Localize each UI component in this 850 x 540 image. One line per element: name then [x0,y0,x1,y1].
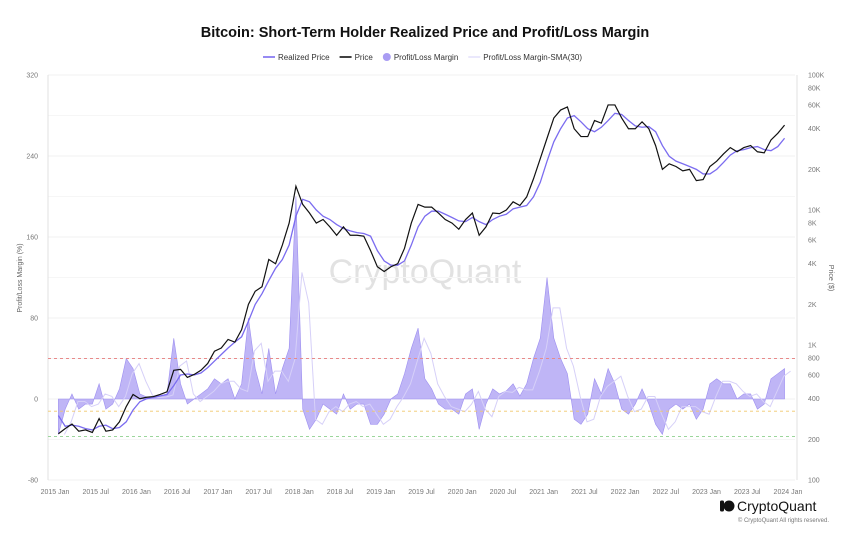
x-tick-label: 2021 Jan [529,489,558,496]
brand-logo: CryptoQuant [720,498,816,514]
x-tick-label: 2021 Jul [571,489,598,496]
right-tick-label: 100K [808,73,825,80]
price-line [58,104,786,435]
chart-title: Bitcoin: Short-Term Holder Realized Pric… [201,25,650,41]
plot-area [48,104,795,437]
x-tick-label: 2020 Jul [490,489,517,496]
left-tick-label: 80 [30,316,38,323]
right-tick-label: 40K [808,126,821,133]
x-tick-label: 2022 Jul [653,489,680,496]
copyright: © CryptoQuant All rights reserved. [738,517,829,524]
x-tick-label: 2015 Jul [82,489,109,496]
left-tick-label: 160 [26,235,38,242]
right-tick-label: 60K [808,102,821,109]
right-axis-label: Price ($) [827,265,834,291]
right-tick-label: 10K [808,208,821,215]
logo-icon [723,500,735,512]
legend: Realized Price Price Profit/Loss Margin Pro… [263,53,582,62]
right-tick-label: 80K [808,86,821,93]
x-tick-label: 2022 Jan [611,489,640,496]
legend-marker-2 [382,53,391,61]
grid [47,74,798,481]
left-tick-label: 320 [26,73,38,80]
right-tick-label: 800 [808,356,820,363]
legend-label-1: Price [355,53,374,62]
realized-price-line [57,112,786,431]
x-tick-label: 2019 Jan [366,489,395,496]
left-tick-label: -80 [28,478,38,485]
right-tick-label: 6K [808,237,817,244]
legend-label-2: Profit/Loss Margin [394,53,458,62]
profit-loss-margin-sma-line [63,272,791,435]
x-tick-label: 2019 Jul [408,489,435,496]
legend-label-3: Profit/Loss Margin-SMA(30) [483,53,582,62]
x-tick-label: 2017 Jan [203,489,232,496]
x-tick-label: 2016 Jan [122,489,151,496]
right-tick-label: 20K [808,167,821,174]
profit-loss-margin-area [58,196,785,436]
x-tick-label: 2020 Jan [448,489,477,496]
x-tick-label: 2016 Jul [164,489,191,496]
left-tick-label: 0 [34,397,38,404]
right-tick-label: 4K [808,261,817,268]
legend-label-0: Realized Price [278,53,330,62]
right-tick-label: 8K [808,221,817,228]
left-axis-label: Profit/Loss Margin (%) [17,243,24,312]
right-tick-label: 200 [808,437,820,444]
axis-ticks: 320240160800-80100K80K60K40K20K10K8K6K4K… [26,73,824,497]
x-tick-label: 2015 Jan [41,489,70,496]
x-tick-label: 2017 Jul [245,489,272,496]
x-tick-label: 2018 Jan [285,489,314,496]
right-tick-label: 400 [808,396,820,403]
right-tick-label: 2K [808,302,817,309]
left-tick-label: 240 [26,154,38,161]
x-tick-label: 2024 Jan [774,489,803,496]
x-tick-label: 2018 Jul [327,489,354,496]
x-tick-label: 2023 Jan [692,489,721,496]
right-tick-label: 1K [808,343,817,350]
right-tick-label: 100 [808,478,820,485]
x-tick-label: 2023 Jul [734,489,761,496]
logo-icon-bar [720,500,724,512]
brand-name: CryptoQuant [737,498,816,514]
watermark: CryptoQuant [329,253,522,291]
right-tick-label: 600 [808,372,820,379]
